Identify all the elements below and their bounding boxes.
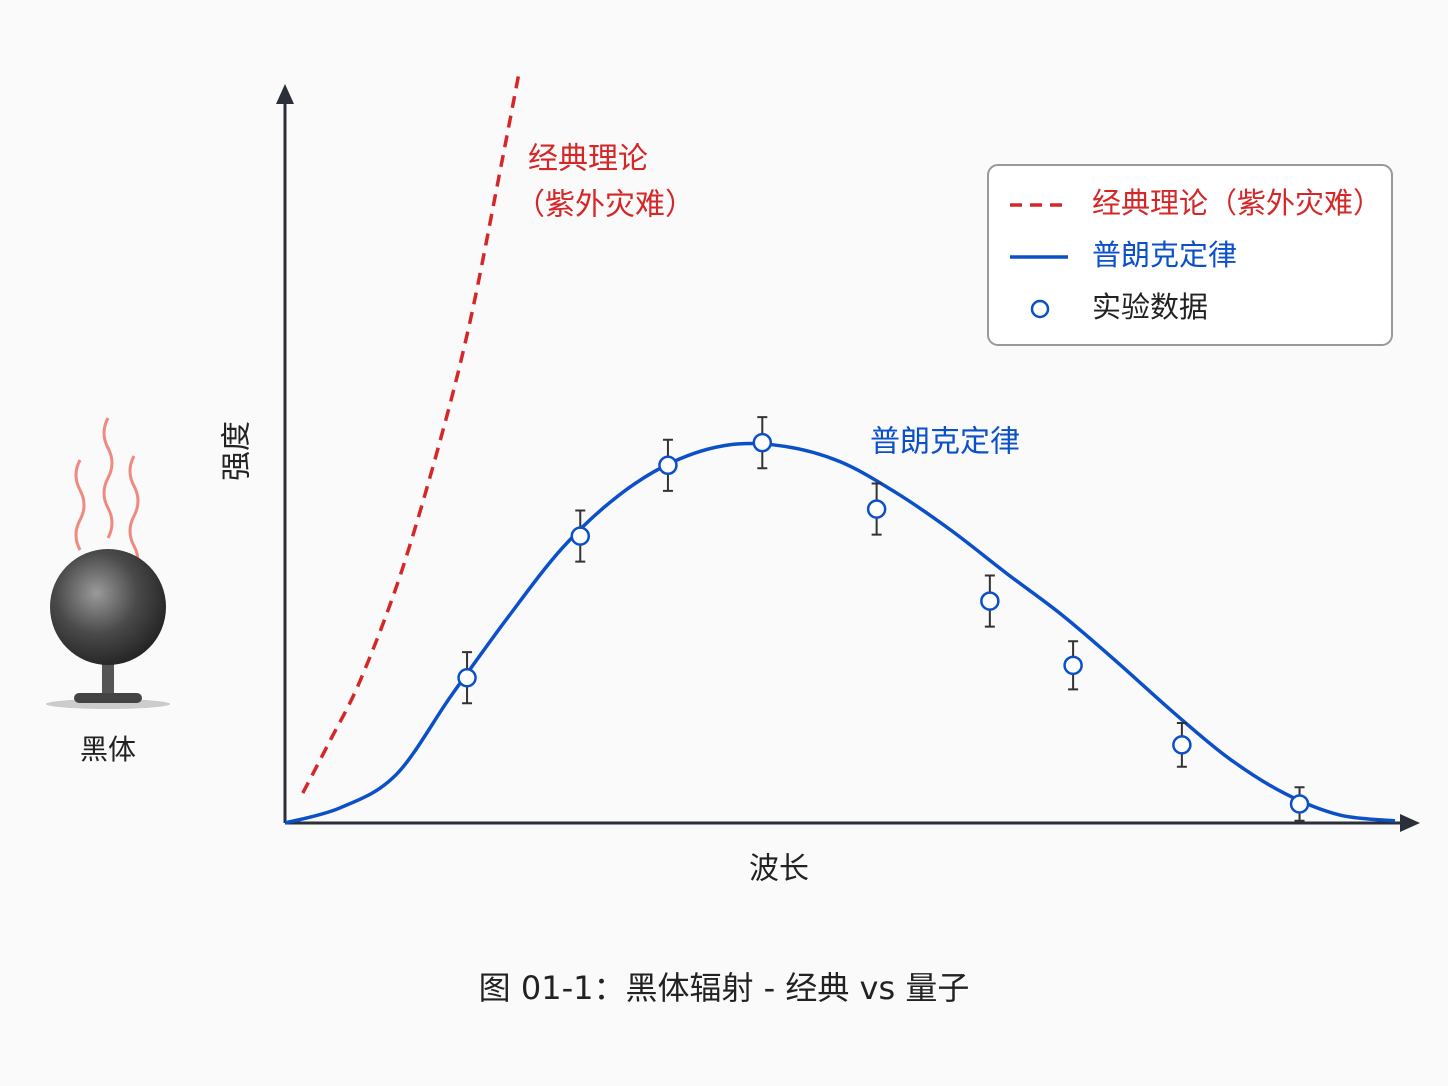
- icon-label: 黑体: [80, 733, 136, 766]
- legend-box: [987, 164, 1393, 346]
- data-point: [1289, 794, 1310, 814]
- annotation: 经典理论: [528, 142, 648, 177]
- data-point: [980, 591, 1000, 611]
- caption: 图 01-1：黑体辐射 - 经典 vs 量子: [479, 969, 970, 1007]
- blackbody-icon: [46, 417, 170, 709]
- legend-label: 实验数据: [1092, 290, 1208, 324]
- axes: [276, 84, 1420, 832]
- annotation: 普朗克定律: [870, 425, 1020, 460]
- legend-label: 普朗克定律: [1092, 238, 1237, 272]
- x-axis-label: 波长: [749, 852, 809, 887]
- data-point: [1172, 735, 1192, 755]
- annotation: （紫外灾难）: [515, 188, 695, 223]
- data-point: [658, 455, 678, 476]
- data-point: [457, 667, 477, 688]
- data-point: [570, 526, 591, 546]
- y-axis-label: 强度: [220, 421, 255, 481]
- data-point: [1063, 655, 1083, 676]
- line: [301, 71, 521, 794]
- legend-marker: [1030, 299, 1050, 319]
- data-point: [752, 432, 773, 453]
- data-point: [866, 499, 887, 519]
- line: [284, 441, 1396, 825]
- legend-label: 经典理论（紫外灾难）: [1092, 186, 1382, 220]
